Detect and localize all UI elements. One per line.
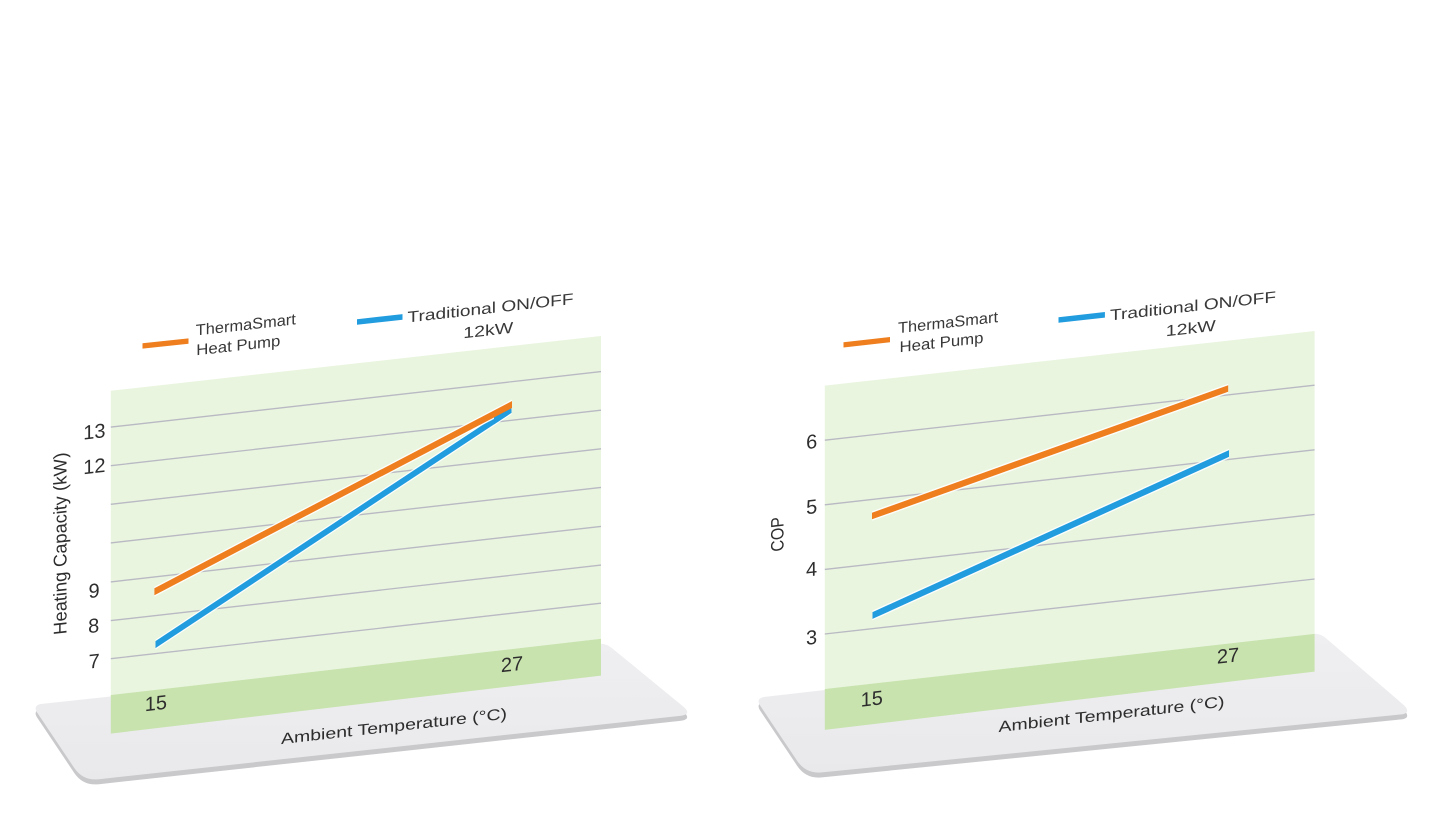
svg-text:6: 6 <box>806 431 817 454</box>
svg-text:3: 3 <box>806 627 817 650</box>
svg-text:13: 13 <box>83 420 105 444</box>
svg-text:4: 4 <box>806 558 817 581</box>
svg-text:15: 15 <box>145 692 167 716</box>
svg-text:COP: COP <box>768 516 788 553</box>
svg-text:9: 9 <box>88 580 99 603</box>
svg-text:7: 7 <box>89 650 100 673</box>
svg-text:12kW: 12kW <box>1166 318 1216 341</box>
svg-text:27: 27 <box>1217 644 1239 668</box>
svg-text:27: 27 <box>501 653 523 677</box>
svg-text:12: 12 <box>83 455 105 479</box>
svg-text:15: 15 <box>861 687 883 711</box>
svg-text:Heating Capacity (kW): Heating Capacity (kW) <box>50 452 71 636</box>
svg-text:12kW: 12kW <box>463 320 513 343</box>
svg-text:5: 5 <box>806 496 817 519</box>
svg-text:8: 8 <box>88 615 99 638</box>
